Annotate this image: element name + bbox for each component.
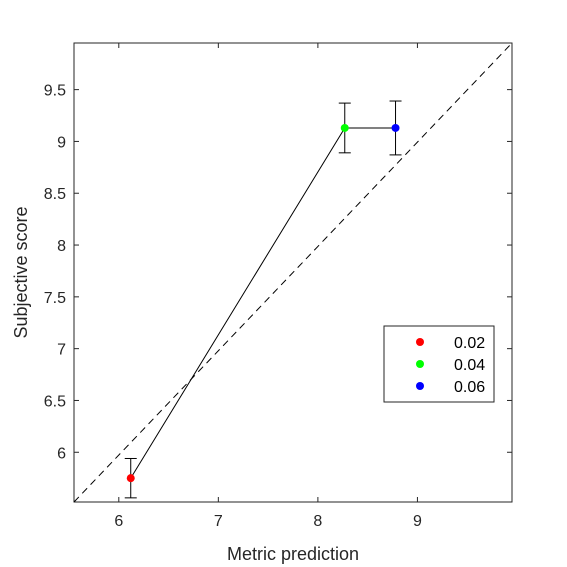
x-tick-label: 9: [413, 513, 422, 530]
y-tick-label: 9: [57, 134, 66, 151]
legend-marker-1: [416, 360, 424, 368]
y-axis-ticks: 6 6.5 7 7.5 8 8.5 9 9.5: [44, 83, 512, 462]
legend: 0.02 0.04 0.06: [383, 325, 495, 403]
legend-label-1: 0.04: [454, 357, 485, 374]
legend-marker-0: [416, 338, 424, 346]
y-tick-label: 6.5: [44, 393, 66, 410]
legend-label-2: 0.06: [454, 379, 485, 396]
y-tick-label: 6: [57, 445, 66, 462]
y-tick-label: 9.5: [44, 83, 66, 100]
legend-marker-2: [416, 382, 424, 390]
x-tick-label: 7: [214, 513, 223, 530]
data-point-1: [340, 123, 349, 132]
x-axis-ticks: 6 7 8 9: [114, 43, 422, 530]
y-axis-title: Subjective score: [11, 206, 31, 338]
y-tick-label: 8.5: [44, 186, 66, 203]
y-tick-label: 8: [57, 238, 66, 255]
y-tick-label: 7.5: [44, 290, 66, 307]
x-tick-label: 8: [313, 513, 322, 530]
data-point-0: [126, 474, 135, 483]
x-axis-title: Metric prediction: [227, 544, 359, 564]
data-points: [126, 123, 400, 483]
x-tick-label: 6: [114, 513, 123, 530]
y-tick-label: 7: [57, 342, 66, 359]
legend-box: [383, 325, 495, 403]
legend-label-0: 0.02: [454, 335, 485, 352]
reference-diagonal-line: [73, 42, 513, 503]
data-point-2: [391, 123, 400, 132]
